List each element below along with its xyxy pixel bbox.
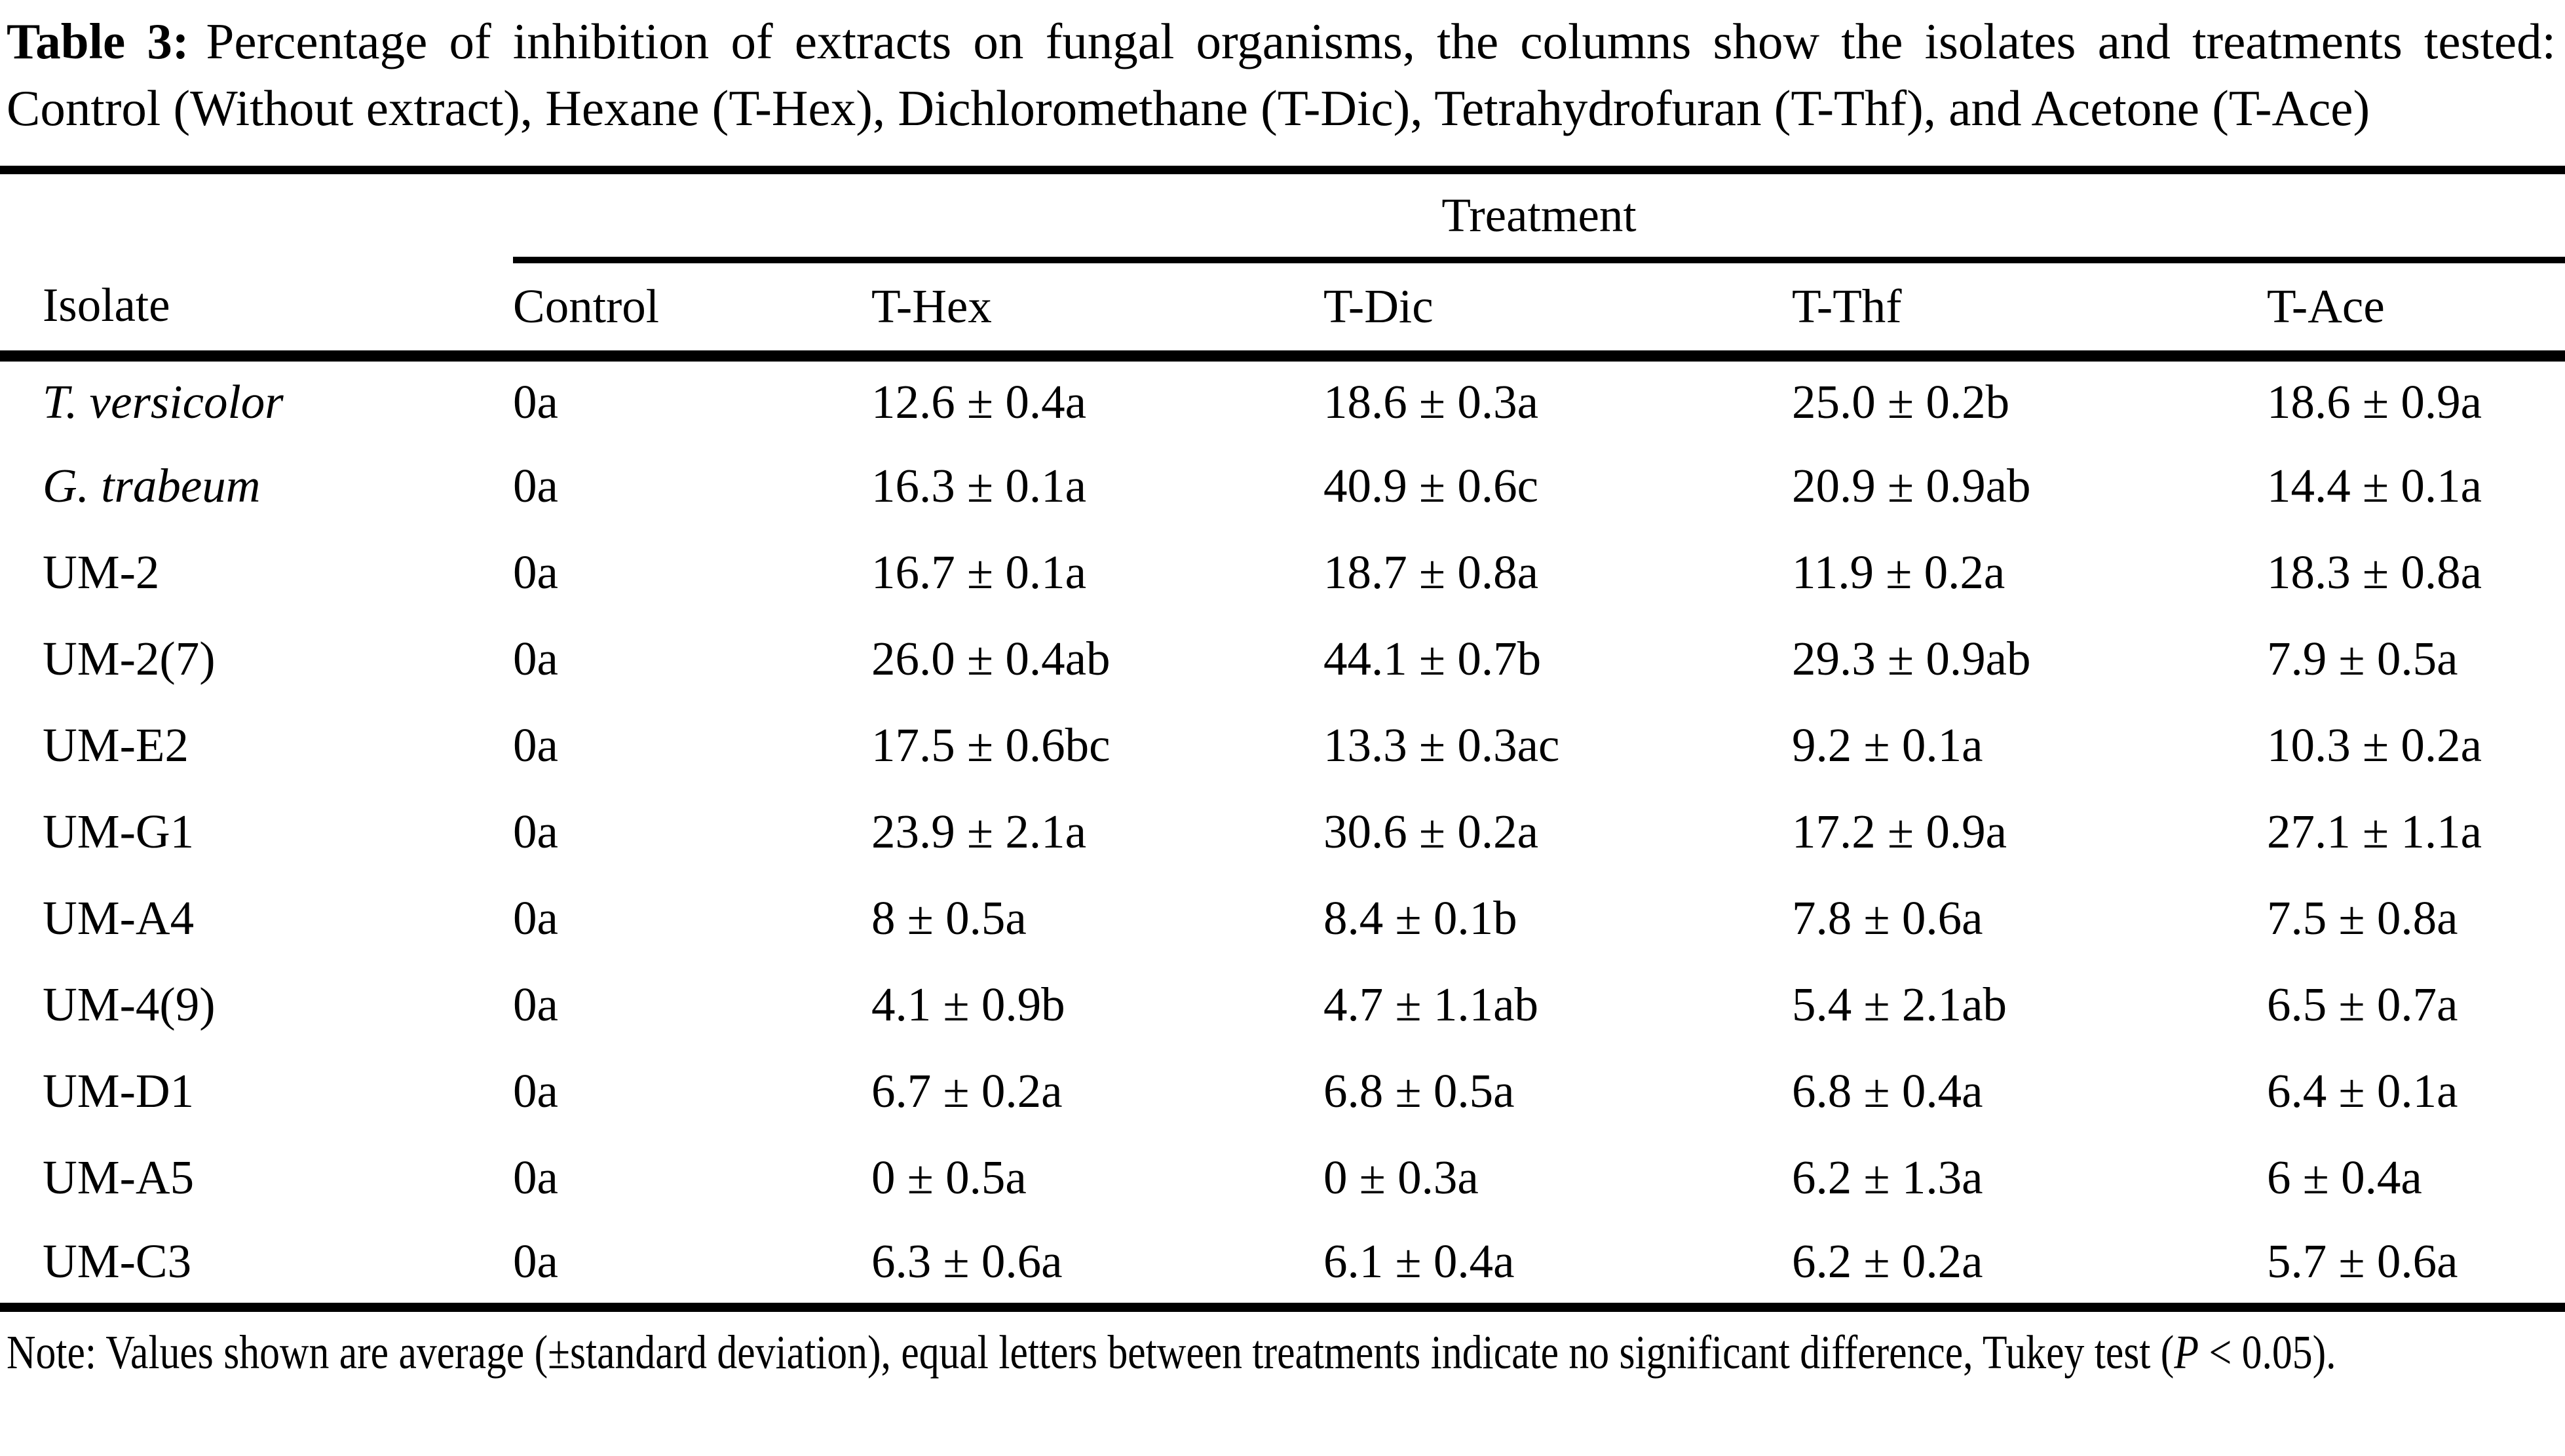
inhibition-table: Treatment Isolate Control T-Hex T-Dic T-…	[0, 166, 2565, 1312]
value-cell: 0a	[513, 977, 558, 1031]
value-cell: 6 ± 0.4a	[2267, 1150, 2422, 1204]
value-cell: 8.4 ± 0.1b	[1323, 891, 1517, 944]
treatment-spanner-row: Treatment	[0, 170, 2565, 263]
value-cell: 0a	[513, 891, 558, 944]
value-cell: 6.1 ± 0.4a	[1323, 1235, 1515, 1288]
isolate-name: UM-G1	[43, 804, 195, 858]
table-row: UM-2 0a 16.7 ± 0.1a 18.7 ± 0.8a 11.9 ± 0…	[0, 529, 2565, 616]
table-row: UM-2(7) 0a 26.0 ± 0.4ab 44.1 ± 0.7b 29.3…	[0, 616, 2565, 702]
value-cell: 6.2 ± 0.2a	[1792, 1235, 1983, 1288]
value-cell: 0a	[513, 1150, 558, 1204]
value-cell: 13.3 ± 0.3ac	[1323, 718, 1560, 772]
value-cell: 11.9 ± 0.2a	[1792, 545, 2005, 599]
isolate-name: UM-D1	[43, 1064, 195, 1117]
table-row: UM-E2 0a 17.5 ± 0.6bc 13.3 ± 0.3ac 9.2 ±…	[0, 702, 2565, 789]
value-cell: 17.2 ± 0.9a	[1792, 804, 2007, 858]
value-cell: 25.0 ± 0.2b	[1792, 375, 2010, 428]
value-cell: 5.4 ± 2.1ab	[1792, 977, 2007, 1031]
value-cell: 6.8 ± 0.4a	[1792, 1064, 1983, 1117]
table-row: UM-A5 0a 0 ± 0.5a 0 ± 0.3a 6.2 ± 1.3a 6 …	[0, 1134, 2565, 1221]
value-cell: 0a	[513, 631, 558, 685]
value-cell: 10.3 ± 0.2a	[2267, 718, 2482, 772]
value-cell: 23.9 ± 2.1a	[871, 804, 1086, 858]
value-cell: 7.5 ± 0.8a	[2267, 891, 2458, 944]
value-cell: 0 ± 0.5a	[871, 1150, 1027, 1204]
value-cell: 6.8 ± 0.5a	[1323, 1064, 1515, 1117]
value-cell: 16.3 ± 0.1a	[871, 458, 1086, 512]
value-cell: 6.7 ± 0.2a	[871, 1064, 1063, 1117]
value-cell: 7.9 ± 0.5a	[2267, 631, 2458, 685]
value-cell: 29.3 ± 0.9ab	[1792, 631, 2031, 685]
column-header-control: Control	[513, 259, 871, 362]
table-footnote: Note: Values shown are average (±standar…	[7, 1322, 2565, 1383]
value-cell: 40.9 ± 0.6c	[1323, 458, 1538, 512]
value-cell: 26.0 ± 0.4ab	[871, 631, 1111, 685]
table-row: UM-G1 0a 23.9 ± 2.1a 30.6 ± 0.2a 17.2 ± …	[0, 789, 2565, 875]
value-cell: 0a	[513, 545, 558, 599]
table-caption-label: Table 3:	[7, 13, 189, 69]
table-row: T. versicolor 0a 12.6 ± 0.4a 18.6 ± 0.3a…	[0, 356, 2565, 443]
value-cell: 18.3 ± 0.8a	[2267, 545, 2482, 599]
value-cell: 27.1 ± 1.1a	[2267, 804, 2482, 858]
value-cell: 7.8 ± 0.6a	[1792, 891, 1983, 944]
isolate-name: T. versicolor	[43, 375, 284, 428]
value-cell: 0a	[513, 1064, 558, 1117]
column-header-row: Isolate Control T-Hex T-Dic T-Thf T-Ace	[0, 259, 2565, 362]
table-row: UM-C3 0a 6.3 ± 0.6a 6.1 ± 0.4a 6.2 ± 0.2…	[0, 1221, 2565, 1307]
empty-cell	[0, 170, 513, 260]
column-header-t-ace: T-Ace	[2267, 259, 2565, 362]
value-cell: 44.1 ± 0.7b	[1323, 631, 1542, 685]
column-header-t-dic: T-Dic	[1323, 259, 1792, 362]
footnote-text-end: < 0.05).	[2199, 1325, 2336, 1379]
value-cell: 9.2 ± 0.1a	[1792, 718, 1983, 772]
isolate-name: UM-A4	[43, 891, 195, 944]
value-cell: 5.7 ± 0.6a	[2267, 1235, 2458, 1288]
value-cell: 4.1 ± 0.9b	[871, 977, 1065, 1031]
value-cell: 0a	[513, 718, 558, 772]
value-cell: 4.7 ± 1.1ab	[1323, 977, 1538, 1031]
table-row: UM-4(9) 0a 4.1 ± 0.9b 4.7 ± 1.1ab 5.4 ± …	[0, 961, 2565, 1048]
column-header-t-hex: T-Hex	[871, 259, 1323, 362]
value-cell: 18.6 ± 0.9a	[2267, 375, 2482, 428]
isolate-name: UM-2(7)	[43, 631, 216, 685]
value-cell: 16.7 ± 0.1a	[871, 545, 1086, 599]
isolate-name: UM-2	[43, 545, 160, 599]
isolate-name: G. trabeum	[43, 458, 261, 512]
table-caption: Table 3: Percentage of inhibition of extr…	[0, 0, 2565, 141]
value-cell: 18.6 ± 0.3a	[1323, 375, 1538, 428]
value-cell: 6.3 ± 0.6a	[871, 1235, 1063, 1288]
value-cell: 20.9 ± 0.9ab	[1792, 458, 2031, 512]
value-cell: 12.6 ± 0.4a	[871, 375, 1086, 428]
value-cell: 0a	[513, 1235, 558, 1288]
value-cell: 0a	[513, 458, 558, 512]
isolate-name: UM-A5	[43, 1150, 195, 1204]
treatment-group-header: Treatment	[513, 170, 2565, 263]
column-header-t-thf: T-Thf	[1792, 259, 2267, 362]
value-cell: 18.7 ± 0.8a	[1323, 545, 1538, 599]
value-cell: 0a	[513, 804, 558, 858]
isolate-name: UM-E2	[43, 718, 189, 772]
footnote-p-symbol: P	[2174, 1325, 2199, 1379]
value-cell: 6.5 ± 0.7a	[2267, 977, 2458, 1031]
isolate-name: UM-C3	[43, 1235, 192, 1288]
value-cell: 6.2 ± 1.3a	[1792, 1150, 1983, 1204]
value-cell: 17.5 ± 0.6bc	[871, 718, 1111, 772]
column-header-isolate: Isolate	[0, 259, 513, 362]
value-cell: 8 ± 0.5a	[871, 891, 1027, 944]
isolate-name: UM-4(9)	[43, 977, 216, 1031]
value-cell: 14.4 ± 0.1a	[2267, 458, 2482, 512]
value-cell: 0a	[513, 375, 558, 428]
value-cell: 6.4 ± 0.1a	[2267, 1064, 2458, 1117]
value-cell: 0 ± 0.3a	[1323, 1150, 1479, 1204]
footnote-text: Note: Values shown are average (±standar…	[7, 1325, 2175, 1379]
table-row: UM-D1 0a 6.7 ± 0.2a 6.8 ± 0.5a 6.8 ± 0.4…	[0, 1048, 2565, 1134]
table-row: UM-A4 0a 8 ± 0.5a 8.4 ± 0.1b 7.8 ± 0.6a …	[0, 875, 2565, 961]
value-cell: 30.6 ± 0.2a	[1323, 804, 1538, 858]
table-row: G. trabeum 0a 16.3 ± 0.1a 40.9 ± 0.6c 20…	[0, 443, 2565, 529]
table-caption-text: Percentage of inhibition of extracts on …	[7, 13, 2556, 136]
